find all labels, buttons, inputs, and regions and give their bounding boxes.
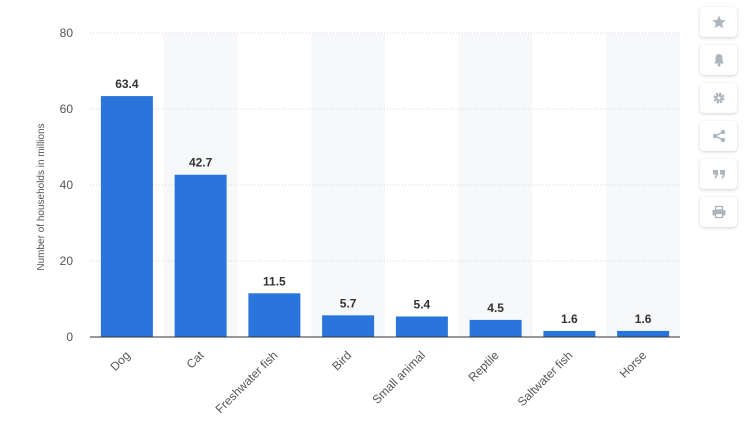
bars xyxy=(100,96,670,337)
x-tick-label: Cat xyxy=(184,348,208,372)
data-label: 1.6 xyxy=(635,312,652,326)
print-button[interactable] xyxy=(700,197,737,227)
notification-button[interactable] xyxy=(700,45,737,75)
chart-toolbar xyxy=(700,7,738,235)
settings-button[interactable] xyxy=(700,83,737,113)
bar[interactable] xyxy=(248,293,301,337)
x-tick-label: Horse xyxy=(617,348,650,381)
print-icon xyxy=(712,205,725,219)
plot-band xyxy=(606,33,680,337)
share-button[interactable] xyxy=(700,121,737,151)
favorite-button[interactable] xyxy=(700,7,737,37)
bar[interactable] xyxy=(322,315,375,337)
data-label: 5.4 xyxy=(414,297,431,311)
y-tick-label: 40 xyxy=(60,178,74,192)
data-label: 63.4 xyxy=(115,77,139,91)
x-axis-ticks: Dog Cat Freshwater fish Bird Small animal Rep… xyxy=(108,348,650,416)
y-tick-label: 60 xyxy=(60,102,74,116)
share-icon xyxy=(712,129,725,143)
y-tick-label: 80 xyxy=(60,26,74,40)
bar[interactable] xyxy=(395,316,448,337)
y-axis-title: Number of households in millions xyxy=(36,123,47,270)
bar[interactable] xyxy=(100,96,153,337)
bar-chart: 63.4 42.7 11.5 5.7 5.4 4.5 1.6 1.6 0 20 40 60 80 Do… xyxy=(36,26,680,416)
data-label: 4.5 xyxy=(487,301,504,315)
data-label: 42.7 xyxy=(189,156,213,170)
x-tick-label: Saltwater fish xyxy=(515,348,576,409)
data-labels: 63.4 42.7 11.5 5.7 5.4 4.5 1.6 1.6 xyxy=(115,77,652,326)
x-tick-label: Reptile xyxy=(465,348,502,385)
bar[interactable] xyxy=(469,319,522,337)
cite-button[interactable] xyxy=(700,159,737,189)
data-label: 1.6 xyxy=(561,312,578,326)
bell-icon xyxy=(713,54,724,67)
bar[interactable] xyxy=(543,330,596,337)
x-tick-label: Small animal xyxy=(370,348,428,406)
data-label: 5.7 xyxy=(340,296,357,310)
alternating-bands xyxy=(163,33,680,337)
x-tick-label: Freshwater fish xyxy=(213,348,281,416)
quote-icon xyxy=(712,170,725,179)
y-tick-label: 0 xyxy=(66,330,73,344)
data-label: 11.5 xyxy=(263,274,286,288)
y-tick-label: 20 xyxy=(60,254,74,268)
star-icon xyxy=(711,15,726,29)
bar[interactable] xyxy=(174,174,227,337)
grid-lines xyxy=(90,32,680,262)
y-axis-ticks: 0 20 40 60 80 xyxy=(60,26,74,344)
x-tick-label: Bird xyxy=(329,348,354,373)
x-tick-label: Dog xyxy=(108,348,133,373)
gear-icon xyxy=(713,92,724,104)
bar[interactable] xyxy=(617,330,670,337)
